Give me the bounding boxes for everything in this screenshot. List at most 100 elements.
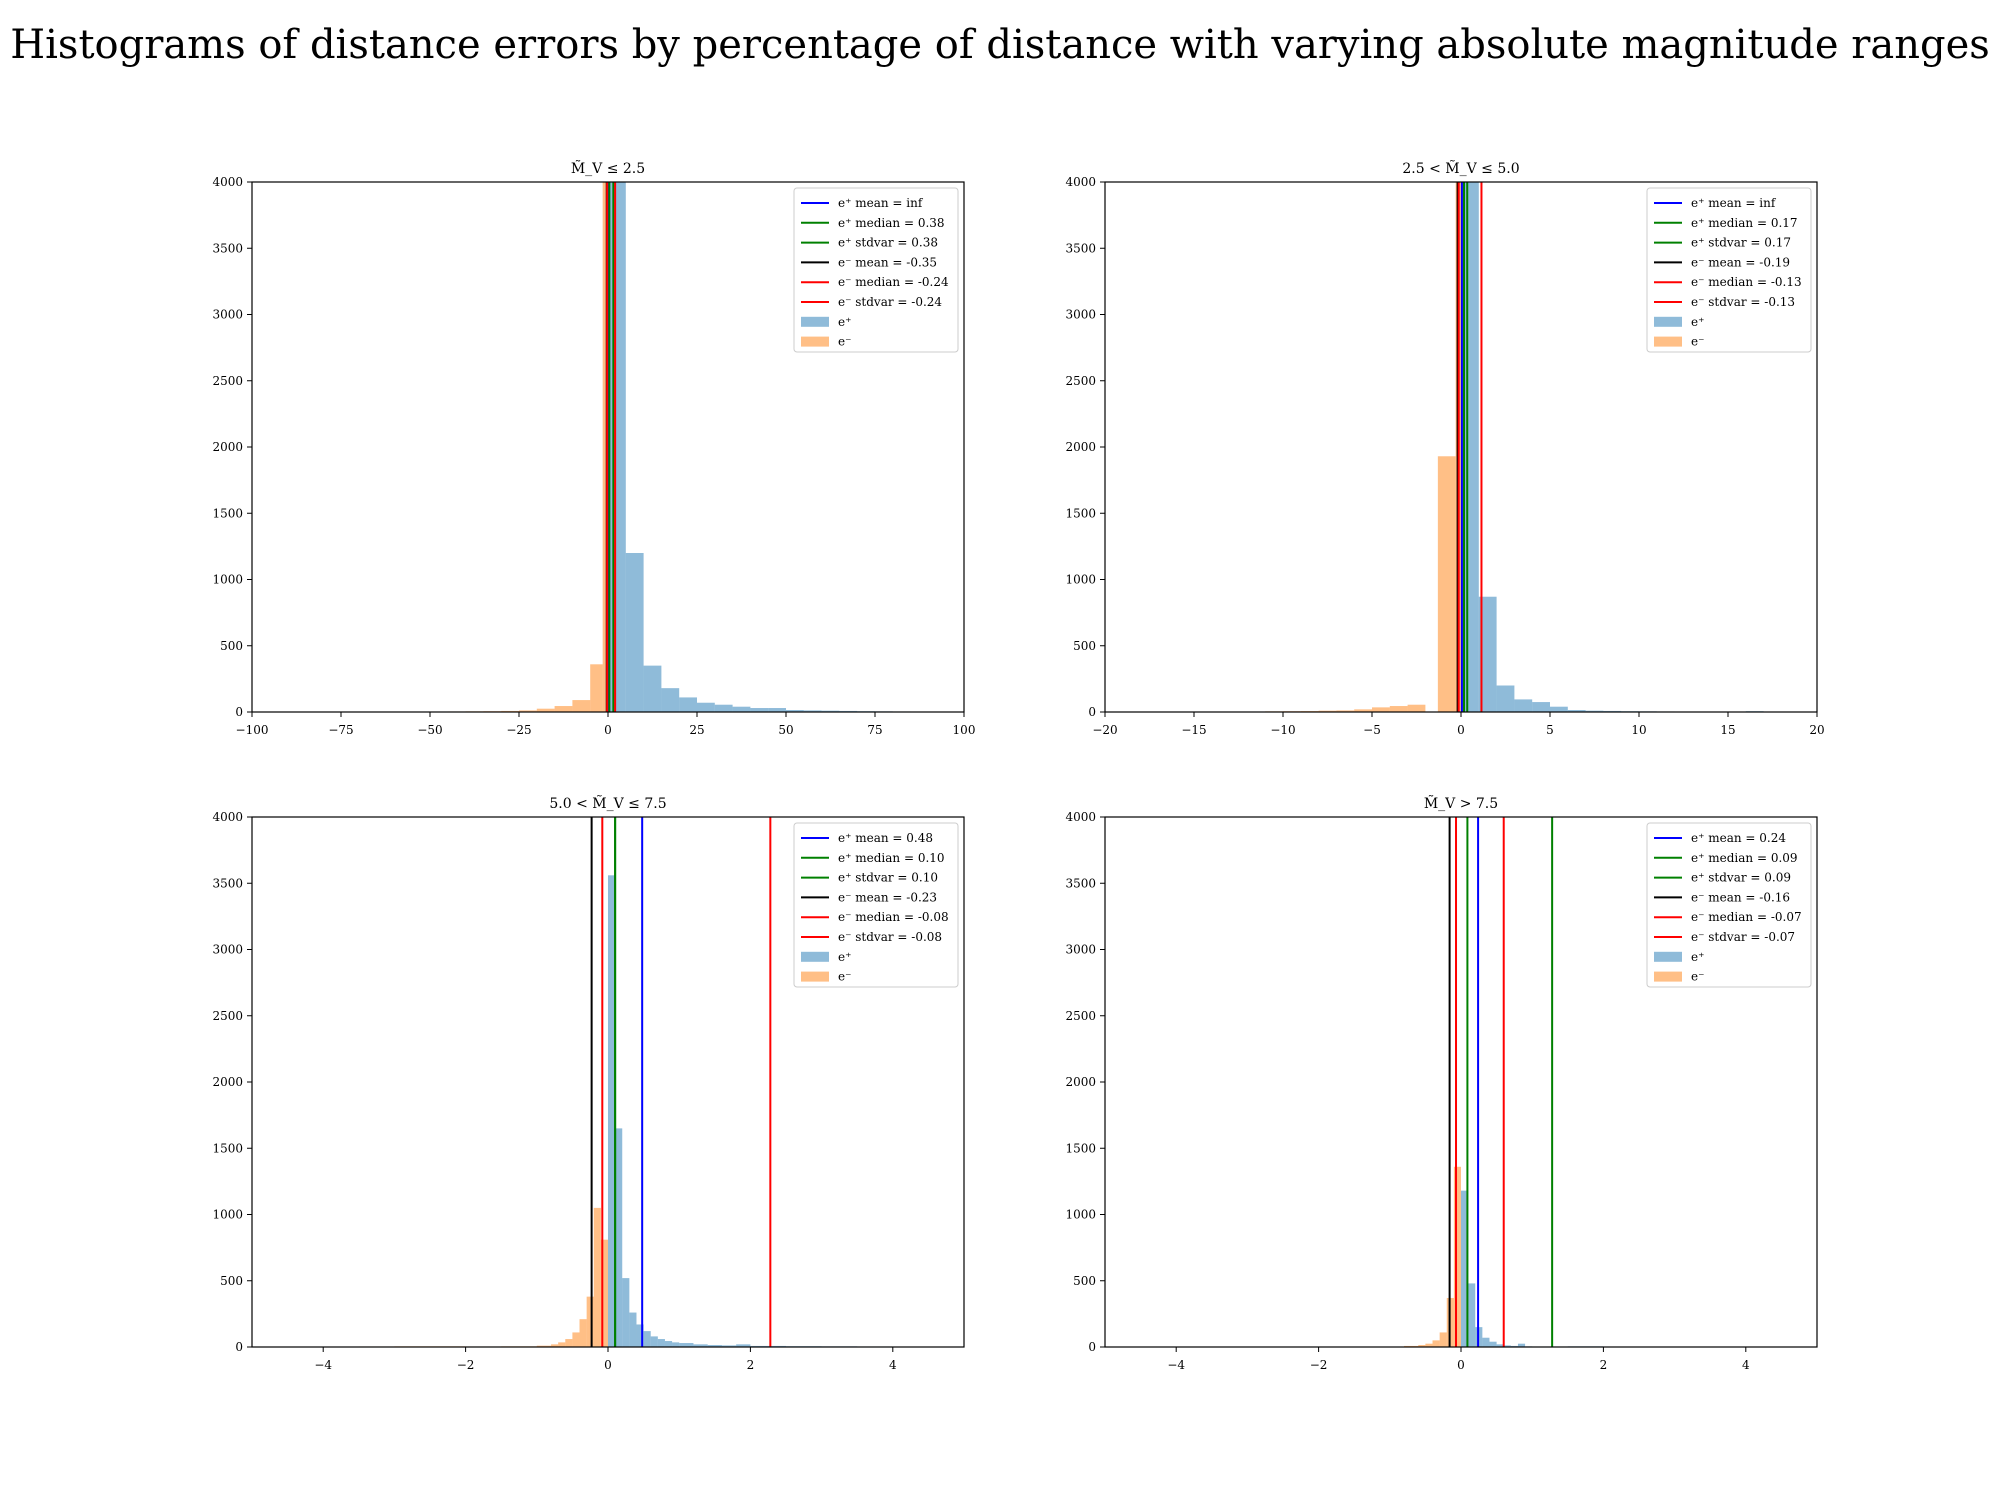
e-plus-bar-2-6	[1567, 710, 1586, 712]
e-plus-bar-1-0	[608, 182, 626, 712]
e-plus-bar-1-7	[732, 706, 751, 712]
x-tick-label-2-7: 15	[1720, 723, 1735, 737]
x-tick-label-3-3: 2	[747, 1358, 755, 1372]
e-minus-bar-4-4	[1425, 1343, 1433, 1347]
legend-patch-swatch	[801, 951, 829, 962]
e-minus-bar-4-5	[1418, 1345, 1426, 1347]
chart-panel-2: −20 −15 −10 −5 0 5 10 15 20 0 500 1000 1500 2000 2500 3…	[1065, 159, 1824, 737]
y-tick-label-3-5: 2500	[212, 1009, 243, 1023]
legend-entry-4-3: e⁻ mean = -0.16	[1691, 890, 1790, 904]
y-tick-label-1-3: 1500	[212, 506, 243, 520]
e-plus-bar-3-2	[622, 1278, 630, 1347]
legend-entry-3-0: e⁺ mean = 0.48	[838, 831, 933, 845]
legend-entry-3-6: e⁺	[838, 950, 851, 964]
e-plus-bar-3-6	[650, 1336, 658, 1347]
y-tick-label-3-1: 500	[220, 1274, 243, 1288]
x-tick-label-1-2: −50	[417, 723, 442, 737]
e-plus-bar-4-0	[1461, 1190, 1469, 1347]
legend-entry-4-2: e⁺ stdvar = 0.09	[1691, 871, 1791, 885]
e-plus-bar-2-3	[1514, 699, 1533, 712]
e-plus-bar-3-14	[736, 1344, 751, 1347]
x-tick-label-2-5: 5	[1546, 723, 1554, 737]
e-minus-bar-4-3	[1432, 1340, 1440, 1347]
x-tick-label-2-8: 20	[1809, 723, 1824, 737]
y-tick-label-4-5: 2500	[1065, 1009, 1096, 1023]
e-plus-bar-1-10	[786, 710, 804, 712]
panel-title-1: M̃_V ≤ 2.5	[571, 159, 645, 177]
y-tick-label-4-6: 3000	[1065, 943, 1096, 957]
legend-entry-4-4: e⁻ median = -0.07	[1691, 910, 1802, 924]
y-tick-label-3-4: 2000	[212, 1075, 243, 1089]
e-minus-bar-3-8	[536, 1345, 552, 1347]
e-minus-bar-1-7	[554, 706, 573, 712]
e-plus-bar-3-7	[657, 1339, 665, 1347]
x-tick-label-1-1: −75	[328, 723, 353, 737]
legend-entry-4-1: e⁺ median = 0.09	[1691, 851, 1798, 865]
legend-entry-2-4: e⁻ median = -0.13	[1691, 275, 1802, 289]
legend-entry-1-4: e⁻ median = -0.24	[838, 275, 949, 289]
e-plus-bar-2-2	[1496, 685, 1515, 712]
e-minus-bar-1-9	[590, 664, 603, 712]
legend-entry-2-7: e⁻	[1691, 335, 1704, 349]
legend-entry-1-3: e⁻ mean = -0.35	[838, 255, 937, 269]
legend-entry-4-6: e⁺	[1691, 950, 1704, 964]
y-tick-label-2-3: 1500	[1065, 506, 1096, 520]
x-tick-label-3-2: 0	[604, 1358, 612, 1372]
x-tick-label-2-2: −10	[1270, 723, 1295, 737]
e-plus-bar-4-1	[1468, 1283, 1476, 1347]
e-plus-bar-3-0	[608, 875, 616, 1347]
y-tick-label-2-0: 0	[1088, 705, 1096, 719]
legend-patch-swatch	[801, 336, 829, 347]
legend-entry-1-7: e⁻	[838, 335, 851, 349]
legend-entry-1-0: e⁺ mean = inf	[838, 196, 924, 210]
e-plus-bar-4-5	[1496, 1344, 1504, 1347]
e-plus-bar-1-11	[803, 710, 822, 712]
y-tick-label-4-3: 1500	[1065, 1141, 1096, 1155]
legend-entry-2-3: e⁻ mean = -0.19	[1691, 255, 1790, 269]
e-minus-bar-1-10	[602, 182, 608, 712]
x-tick-label-4-2: 0	[1457, 1358, 1465, 1372]
legend-entry-1-6: e⁺	[838, 315, 851, 329]
e-minus-bar-2-8	[1407, 704, 1426, 712]
e-minus-bar-3-0	[600, 1239, 608, 1347]
legend-entry-2-1: e⁺ median = 0.17	[1691, 216, 1798, 230]
x-tick-label-1-7: 75	[867, 723, 882, 737]
chart-panel-1: −100 −75 −50 −25 0 25 50 75 10005001000150020002…	[212, 159, 975, 737]
legend-patch-swatch	[1654, 951, 1682, 962]
e-plus-bar-2-0	[1461, 182, 1479, 712]
e-minus-bar-3-6	[558, 1342, 566, 1347]
legend-entry-4-7: e⁻	[1691, 970, 1704, 984]
panel-title-4: M̃_V > 7.5	[1424, 794, 1498, 812]
legend-entry-3-5: e⁻ stdvar = -0.08	[838, 930, 942, 944]
e-plus-bar-1-4	[679, 697, 697, 712]
e-plus-bar-3-12	[707, 1345, 722, 1347]
y-tick-label-3-3: 1500	[212, 1141, 243, 1155]
e-minus-bar-2-7	[1389, 706, 1408, 712]
e-plus-bar-3-3	[629, 1312, 637, 1347]
e-minus-bar-2-5	[1354, 709, 1372, 712]
y-tick-label-1-0: 0	[235, 705, 243, 719]
x-tick-label-4-4: 4	[1742, 1358, 1750, 1372]
e-minus-bar-1-8	[572, 700, 591, 712]
y-tick-label-3-8: 4000	[212, 810, 243, 824]
legend-entry-3-7: e⁻	[838, 970, 851, 984]
e-minus-bar-1-6	[536, 708, 555, 712]
legend-patch-swatch	[801, 316, 829, 327]
y-tick-label-2-2: 1000	[1065, 573, 1096, 587]
y-tick-label-2-6: 3000	[1065, 308, 1096, 322]
y-tick-label-4-2: 1000	[1065, 1208, 1096, 1222]
y-tick-label-2-7: 3500	[1065, 241, 1096, 255]
panel-title-3: 5.0 < M̃_V ≤ 7.5	[549, 794, 666, 812]
e-plus-bar-1-8	[750, 708, 769, 712]
x-tick-label-4-3: 2	[1600, 1358, 1608, 1372]
e-plus-bar-2-7	[1585, 710, 1604, 712]
y-tick-label-1-7: 3500	[212, 241, 243, 255]
legend-entry-3-3: e⁻ mean = -0.23	[838, 890, 937, 904]
chart-panel-4: −4 −2 0 2 4 0 500 1000 1500 2000 2500 3000 3500 4000 M…	[1065, 794, 1818, 1372]
e-plus-bar-2-4	[1532, 702, 1550, 712]
legend-entry-2-5: e⁻ stdvar = -0.13	[1691, 295, 1795, 309]
x-tick-label-3-0: −4	[314, 1358, 332, 1372]
e-minus-bar-2-3	[1318, 710, 1337, 712]
legend-entry-1-1: e⁺ median = 0.38	[838, 216, 945, 230]
